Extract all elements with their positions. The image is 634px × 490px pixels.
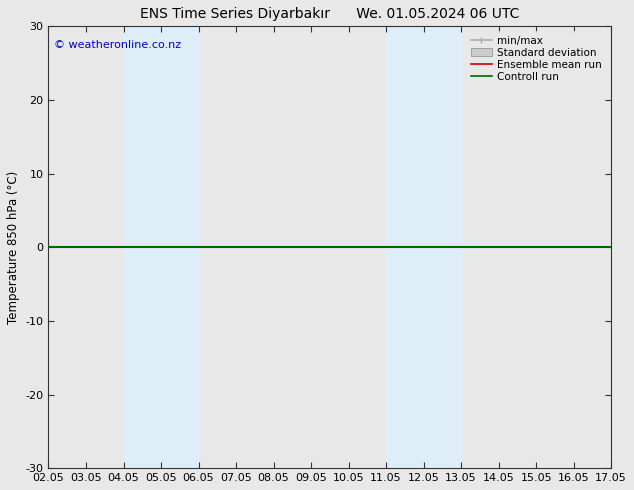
Title: ENS Time Series Diyarbakır      We. 01.05.2024 06 UTC: ENS Time Series Diyarbakır We. 01.05.202…	[140, 7, 519, 21]
Legend: min/max, Standard deviation, Ensemble mean run, Controll run: min/max, Standard deviation, Ensemble me…	[467, 31, 606, 86]
Bar	[124, 26, 198, 468]
Bar	[386, 26, 461, 468]
Text: © weatheronline.co.nz: © weatheronline.co.nz	[54, 40, 181, 49]
Y-axis label: Temperature 850 hPa (°C): Temperature 850 hPa (°C)	[7, 171, 20, 324]
